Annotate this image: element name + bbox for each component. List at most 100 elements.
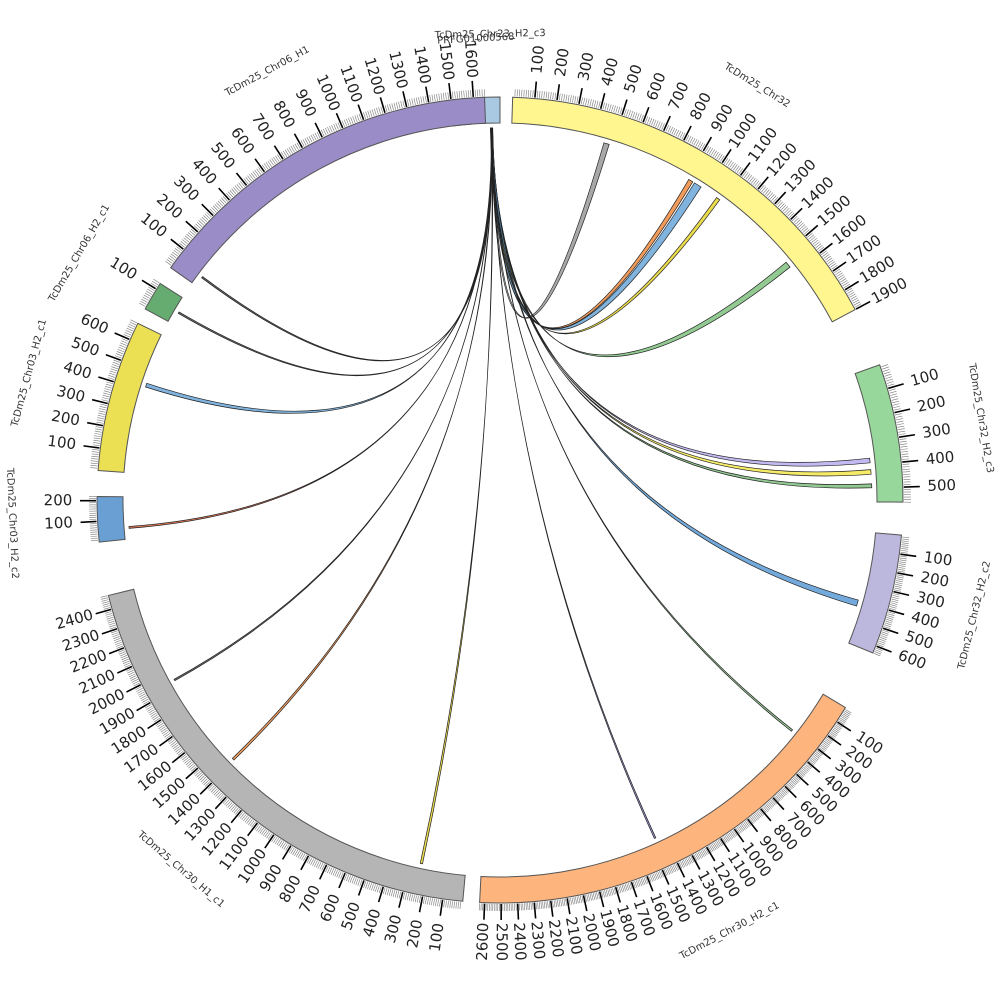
minor-tick [266,832,271,839]
minor-tick [203,215,209,221]
minor-tick [823,740,830,746]
minor-tick [736,166,742,173]
minor-tick [671,127,676,135]
minor-tick [894,413,902,416]
tick-label: 300 [381,913,405,945]
minor-tick [314,860,318,867]
minor-tick [770,799,776,806]
minor-tick [793,217,800,223]
major-tick [254,158,266,173]
minor-tick [833,268,841,274]
major-tick [903,485,920,488]
minor-tick [213,789,220,796]
minor-tick [410,894,413,902]
minor-tick [378,107,381,115]
link-8 [490,127,873,489]
minor-tick [325,127,329,135]
minor-tick [886,378,893,382]
major-tick [805,224,819,237]
minor-tick [712,150,717,157]
minor-tick [227,191,233,198]
minor-tick [303,854,307,862]
minor-tick [221,197,227,204]
major-tick [582,895,588,912]
major-tick [108,647,125,655]
minor-tick [94,430,102,433]
minor-tick [288,846,293,853]
minor-tick [623,108,627,116]
minor-tick [131,679,139,683]
minor-tick [172,744,179,750]
minor-tick [530,90,532,98]
minor-tick [668,867,672,874]
minor-tick [877,644,884,648]
minor-tick [402,892,406,900]
minor-tick [891,598,899,602]
minor-tick [334,869,338,877]
minor-tick [100,595,108,598]
minor-tick [665,868,669,876]
link-11 [490,127,657,839]
major-tick [483,903,486,920]
segment-s9 [97,322,162,473]
minor-tick [830,263,837,268]
minor-tick [575,896,577,904]
major-tick [281,845,292,860]
link-6 [490,127,871,467]
minor-tick [693,139,698,146]
minor-tick [893,589,901,592]
minor-tick [240,181,246,188]
minor-tick [402,100,405,108]
minor-tick [139,693,146,698]
minor-tick [105,614,113,618]
major-tick [516,903,520,920]
minor-tick [95,426,103,429]
minor-tick [147,288,154,293]
minor-tick [816,750,823,755]
major-tick [757,176,769,190]
minor-tick [632,111,636,119]
minor-tick [853,301,861,306]
minor-tick [90,537,98,540]
minor-tick [113,359,121,363]
minor-tick [129,675,137,679]
minor-tick [887,383,895,387]
minor-tick [116,351,124,355]
major-tick [425,86,430,103]
minor-tick [586,894,589,902]
major-tick [534,81,538,98]
major-tick [894,408,911,414]
minor-tick [779,203,785,209]
minor-tick [896,576,904,579]
minor-tick [888,388,896,392]
tick-label: 600 [643,70,670,103]
minor-tick [716,152,721,160]
minor-tick [660,870,664,878]
minor-tick [406,99,410,107]
minor-tick [459,902,461,910]
minor-tick [602,890,605,898]
minor-tick [122,660,130,664]
minor-tick [568,898,571,906]
minor-tick [576,896,579,904]
minor-tick [288,147,293,154]
minor-tick [808,760,815,766]
minor-tick [269,159,274,166]
minor-tick [900,550,908,552]
minor-tick [834,726,841,731]
tick-label: 100 [426,922,448,953]
minor-tick [239,812,245,819]
minor-tick [887,615,894,618]
minor-tick [386,888,390,896]
minor-tick [750,177,756,184]
minor-tick [820,744,827,750]
minor-tick [157,722,164,728]
minor-tick [673,128,678,136]
minor-tick [133,682,140,687]
minor-tick [788,212,795,219]
minor-tick [141,298,148,303]
minor-tick [349,876,353,883]
minor-tick [382,887,386,895]
minor-tick [429,897,431,905]
minor-tick [841,714,849,720]
